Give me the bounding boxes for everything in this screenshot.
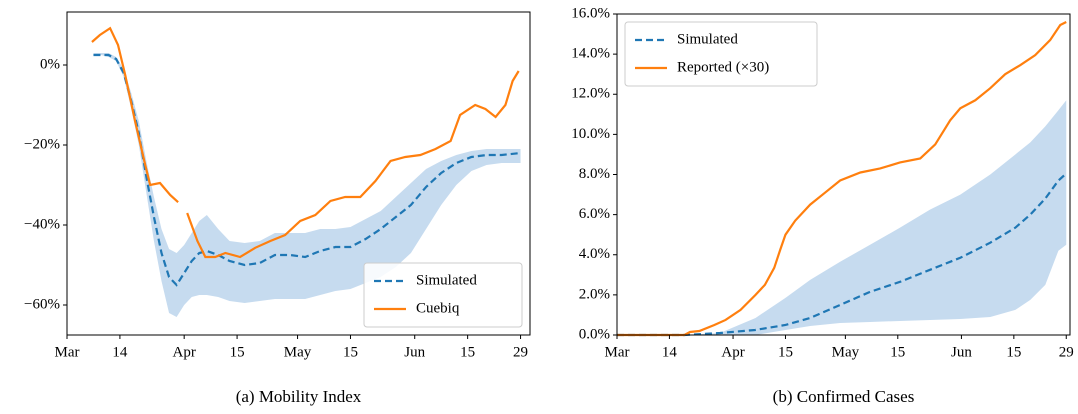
x-tick-label: 29 [513, 344, 528, 360]
x-tick-label: Mar [55, 344, 80, 360]
x-tick-label: 15 [778, 344, 793, 360]
x-tick-label: Jun [404, 344, 425, 360]
series-line [617, 21, 1067, 337]
x-tick-label: 15 [1006, 344, 1021, 360]
legend-box [363, 262, 523, 328]
band [617, 100, 1067, 335]
y-tick-label: 4.0% [579, 246, 610, 262]
legend-box [624, 21, 818, 87]
x-tick-label: Apr [721, 344, 744, 360]
x-tick-label: 29 [1059, 344, 1074, 360]
y-tick-label: 6.0% [579, 206, 610, 222]
y-tick-label: 14.0% [571, 46, 610, 62]
series-line [617, 172, 1067, 337]
legend-label: Simulated [416, 272, 477, 288]
x-tick-label: Mar [605, 344, 630, 360]
legend-label: Reported (×30) [677, 59, 769, 75]
legend-label: Simulated [677, 31, 738, 47]
y-tick-label: 16.0% [571, 5, 610, 21]
x-tick-label: 15 [890, 344, 905, 360]
y-tick-label: −40% [24, 216, 60, 232]
y-tick-label: 2.0% [579, 286, 610, 302]
y-tick-label: −20% [24, 136, 60, 152]
y-tick-label: 8.0% [579, 166, 610, 182]
plot-frame [66, 11, 531, 336]
x-tick-label: May [284, 344, 312, 360]
series-line [91, 26, 520, 259]
x-tick-label: 15 [230, 344, 245, 360]
x-tick-label: 14 [662, 344, 678, 360]
band [93, 53, 521, 317]
caption: (a) Mobility Index [236, 387, 362, 406]
x-tick-label: 14 [112, 344, 128, 360]
x-tick-label: Jun [951, 344, 972, 360]
y-tick-label: 12.0% [571, 86, 610, 102]
y-tick-label: 0.0% [579, 326, 610, 342]
y-tick-label: −60% [24, 296, 60, 312]
x-tick-label: 15 [343, 344, 358, 360]
y-tick-label: 10.0% [571, 126, 610, 142]
legend-label: Cuebiq [416, 300, 460, 316]
x-tick-label: May [832, 344, 860, 360]
caption: (b) Confirmed Cases [773, 387, 915, 406]
x-tick-label: 15 [460, 344, 475, 360]
y-tick-label: 0% [40, 56, 60, 72]
x-tick-label: Apr [173, 344, 196, 360]
